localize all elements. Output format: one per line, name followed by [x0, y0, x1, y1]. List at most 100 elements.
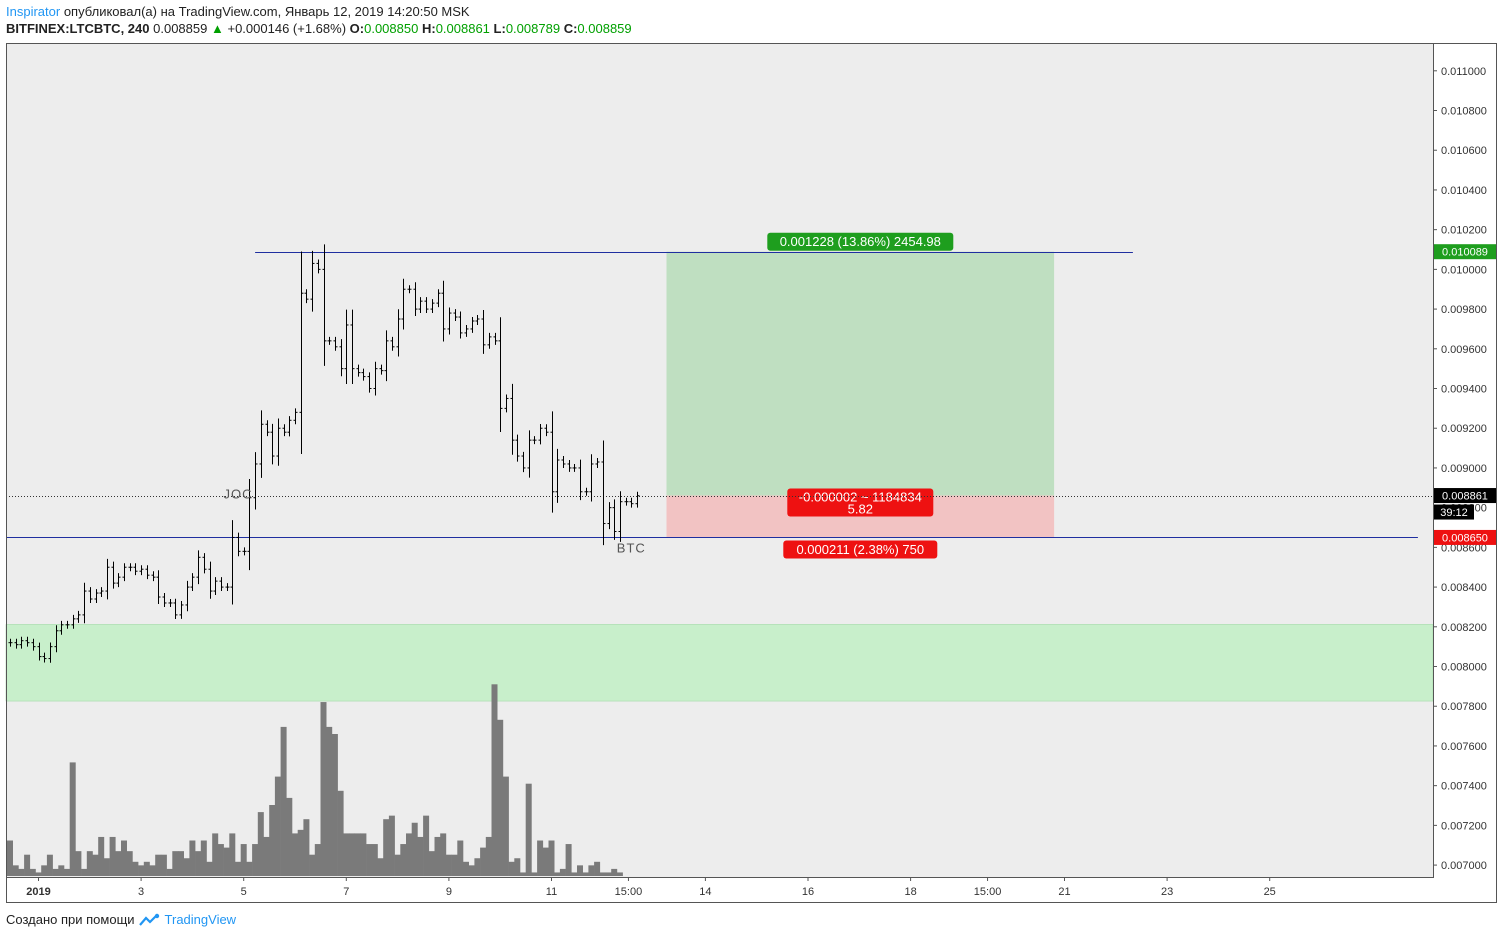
ohlc-bar — [54, 625, 59, 653]
close-label: C: — [563, 21, 578, 36]
time-tick-label: 15:00 — [615, 886, 643, 898]
volume-bar — [457, 840, 464, 876]
volume-bar — [103, 858, 110, 876]
high-label: H: — [421, 21, 436, 36]
volume-bar — [354, 833, 361, 876]
ohlc-bar — [94, 589, 99, 603]
volume-bar — [109, 836, 116, 876]
volume-bar — [246, 861, 253, 876]
volume-bar — [314, 844, 321, 876]
ohlc-bar — [498, 317, 503, 433]
volume-bar — [337, 790, 344, 876]
ohlc-bar — [25, 636, 30, 647]
ohlc-bar — [173, 598, 178, 620]
volume-bar — [257, 812, 264, 876]
ohlc-bar — [584, 487, 589, 496]
ohlc-bar — [59, 620, 64, 635]
ohlc-bar — [270, 423, 275, 465]
time-tick-label: 11 — [546, 886, 557, 898]
volume-bar — [371, 844, 378, 876]
volume-bar — [599, 872, 606, 876]
published-text: опубликовал(а) на TradingView.com, Январ… — [63, 4, 470, 19]
price-tag-label: 0.008650 — [1442, 532, 1488, 544]
volume-bar — [212, 833, 219, 876]
volume-bar — [343, 833, 350, 876]
volume-bar — [29, 868, 36, 876]
time-tick-label: 15:00 — [974, 886, 1002, 898]
last-price: 0.008859 — [153, 21, 208, 36]
ohlc-bar — [447, 307, 452, 335]
volume-bar — [520, 872, 526, 876]
price-tick-label: 0.011000 — [1441, 66, 1486, 78]
countdown-tag-box — [1434, 504, 1474, 520]
volume-bar — [58, 865, 65, 876]
ohlc-bar — [88, 587, 93, 603]
volume-bar — [223, 847, 230, 876]
ohlc-bar — [82, 582, 87, 624]
volume-bar — [155, 854, 162, 876]
price-tick-label: 0.009400 — [1441, 384, 1487, 396]
ohlc-bar — [196, 550, 201, 585]
ohlc-bar — [128, 563, 133, 572]
volume-bar — [160, 854, 167, 876]
volume-bar — [206, 861, 213, 876]
volume-bar — [605, 872, 612, 876]
center-label-line1: -0.000002 ~ 1184834 — [799, 490, 922, 505]
ohlc-bar — [230, 520, 235, 605]
volume-bar — [149, 865, 156, 876]
volume-bar — [98, 836, 105, 876]
volume-bar — [303, 819, 310, 876]
ohlc-bar — [122, 563, 127, 582]
profit-zone — [666, 251, 1055, 496]
ohlc-bar — [327, 336, 332, 345]
ohlc-bar — [333, 336, 338, 351]
ohlc-bar — [532, 436, 537, 445]
volume-bar — [565, 844, 572, 876]
volume-bar — [582, 872, 589, 876]
center-label-line2: 5.82 — [848, 502, 873, 517]
ohlc-bar — [185, 580, 190, 612]
volume-bar — [554, 872, 561, 876]
volume-bar — [326, 726, 333, 876]
price-tag-label: 0.010089 — [1442, 247, 1488, 259]
volume-bar — [502, 776, 509, 876]
ohlc-bar — [624, 497, 629, 506]
ohlc-bar — [208, 561, 213, 599]
volume-bar — [240, 844, 247, 876]
ohlc-bar — [612, 499, 617, 540]
up-arrow-icon: ▲ — [210, 21, 224, 36]
price-tick-label: 0.009200 — [1441, 423, 1487, 435]
volume-bar — [423, 815, 430, 876]
ohlc-bar — [589, 454, 594, 502]
price-tick-label: 0.008400 — [1441, 582, 1487, 594]
ohlc-bar — [65, 620, 70, 629]
ohlc-bar — [481, 309, 486, 354]
price-tick-label: 0.010800 — [1441, 106, 1487, 118]
open-value: 0.008850 — [364, 21, 419, 36]
annotation-label: BTC — [617, 540, 646, 555]
price-tick-label: 0.008000 — [1441, 662, 1487, 674]
ohlc-bar — [236, 532, 241, 557]
ohlc-bar — [401, 278, 406, 330]
ohlc-bar — [339, 339, 344, 377]
volume-bar — [428, 851, 435, 876]
volume-bar — [331, 734, 338, 876]
tradingview-logo-icon[interactable] — [138, 913, 161, 927]
footer-brand[interactable]: TradingView — [164, 912, 237, 927]
price-tag-box — [1434, 529, 1496, 545]
ohlc-bar — [521, 451, 526, 473]
ohlc-bar — [225, 583, 230, 592]
ohlc-bar — [293, 408, 298, 425]
price-change: +0.000146 (+1.68%) — [227, 21, 347, 36]
ohlc-bar — [156, 570, 161, 604]
ohlc-bar — [276, 418, 281, 466]
volume-bar — [126, 851, 133, 876]
volume-bar — [485, 836, 492, 876]
author-link[interactable]: Inspirator — [6, 4, 61, 19]
time-tick-label: 2019 — [26, 886, 50, 898]
volume-bar — [86, 851, 93, 876]
volume-bar — [178, 851, 184, 876]
ohlc-bar — [544, 424, 549, 437]
ohlc-bar — [550, 411, 555, 513]
